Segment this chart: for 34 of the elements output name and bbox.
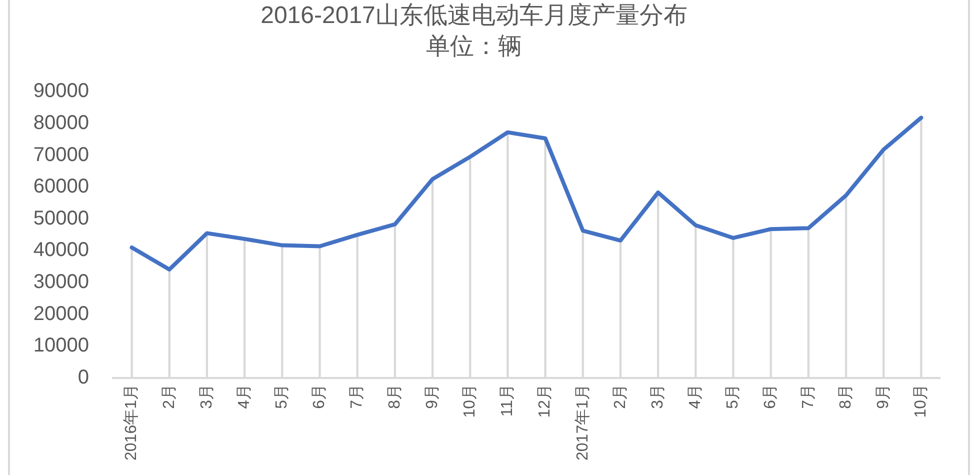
y-tick-label: 80000 xyxy=(33,112,89,134)
chart-title: 2016-2017山东低速电动车月度产量分布 xyxy=(260,2,688,30)
x-tick-label: 3月 xyxy=(198,384,216,409)
x-tick-label: 10月 xyxy=(912,384,930,418)
x-tick-label: 8月 xyxy=(386,384,404,409)
x-tick-label: 4月 xyxy=(236,384,253,409)
x-tick-label: 11月 xyxy=(499,384,516,417)
y-tick-label: 60000 xyxy=(33,176,89,198)
x-tick-label: 5月 xyxy=(724,384,742,409)
y-tick-label: 10000 xyxy=(33,334,89,357)
x-tick-label: 2月 xyxy=(160,384,178,409)
chart-subtitle: 单位：辆 xyxy=(426,32,522,60)
y-tick-label: 50000 xyxy=(33,207,89,230)
x-tick-label: 2016年1月 xyxy=(123,384,140,460)
y-tick-label: 40000 xyxy=(33,239,89,262)
x-tick-label: 3月 xyxy=(649,384,666,409)
x-tick-label: 2017年1月 xyxy=(574,384,592,460)
x-tick-label: 5月 xyxy=(274,384,291,409)
x-tick-label: 2月 xyxy=(612,384,629,409)
y-tick-label: 90000 xyxy=(33,80,89,102)
x-tick-label: 12月 xyxy=(536,384,554,418)
x-tick-label: 10月 xyxy=(462,384,479,418)
x-tick-label: 7月 xyxy=(800,384,817,409)
x-tick-label: 6月 xyxy=(762,384,780,409)
y-tick-label: 70000 xyxy=(33,144,89,166)
x-tick-label: 8月 xyxy=(837,384,854,409)
x-tick-label: 9月 xyxy=(875,384,892,409)
y-tick-label: 0 xyxy=(78,366,89,389)
y-tick-label: 20000 xyxy=(33,302,89,325)
x-tick-label: 9月 xyxy=(424,384,441,409)
y-tick-label: 30000 xyxy=(33,271,89,294)
x-tick-label: 4月 xyxy=(687,384,704,409)
x-tick-label: 7月 xyxy=(348,384,366,409)
x-tick-label: 6月 xyxy=(311,384,328,409)
